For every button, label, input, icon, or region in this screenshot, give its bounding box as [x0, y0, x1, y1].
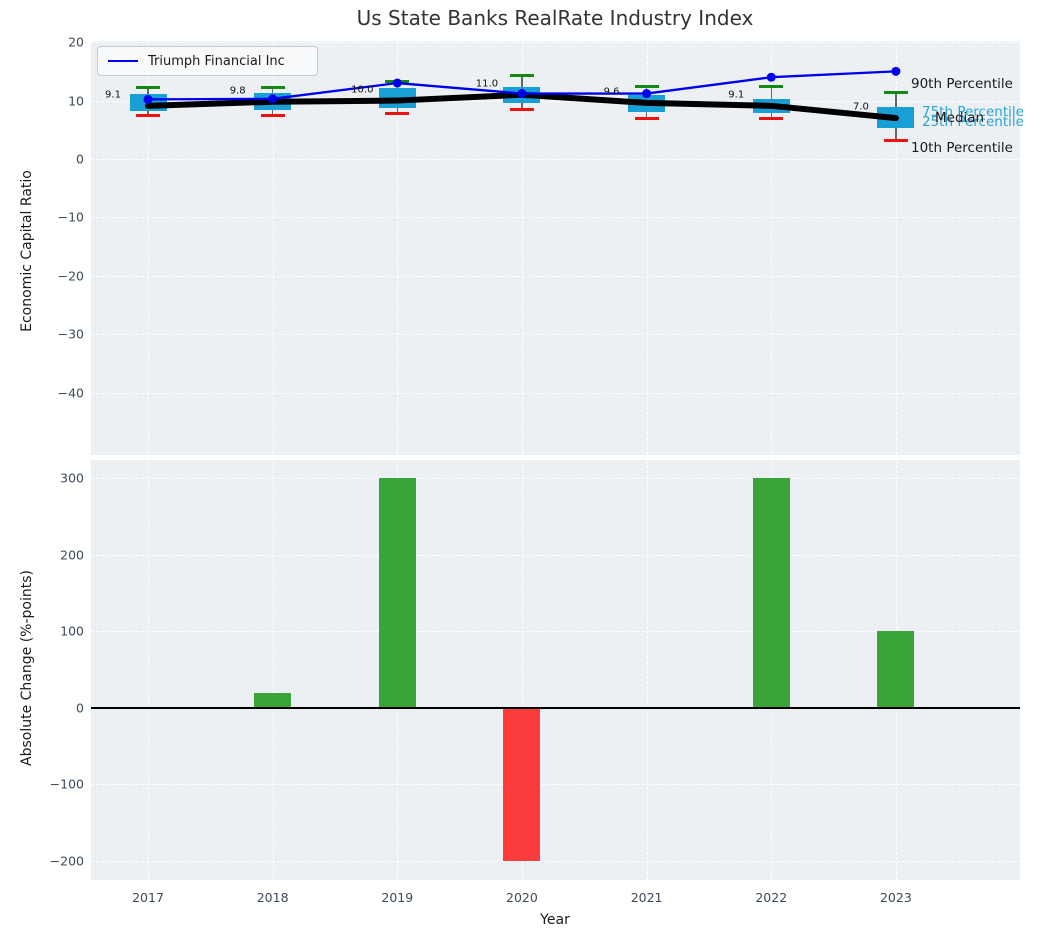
x-tick-label: 2022	[755, 890, 787, 905]
boxplot-box	[877, 107, 914, 128]
gridline	[91, 861, 1020, 862]
whisker-cap-90th	[261, 86, 285, 89]
median-annotation: 10.0	[351, 84, 373, 95]
x-tick-label: 2021	[631, 890, 663, 905]
whisker-cap-90th	[635, 85, 659, 88]
gridline	[91, 334, 1020, 335]
y-tick-label: 10	[0, 93, 84, 108]
gridline	[91, 101, 1020, 102]
gridline	[647, 460, 648, 880]
whisker-cap-10th	[884, 139, 908, 142]
change-bar	[379, 478, 416, 708]
whisker-cap-10th	[385, 112, 409, 115]
median-annotation: 9.1	[105, 89, 121, 100]
legend-label: Triumph Financial Inc	[148, 54, 285, 69]
y-tick-label: −10	[0, 210, 84, 225]
y-tick-label: −100	[0, 777, 84, 792]
y-tick-label: −20	[0, 268, 84, 283]
legend: Triumph Financial Inc	[97, 46, 318, 76]
bottom-plot-area	[91, 460, 1020, 880]
change-bar	[877, 631, 914, 708]
y-tick-label: −30	[0, 327, 84, 342]
whisker-cap-90th	[759, 85, 783, 88]
chart-title: Us State Banks RealRate Industry Index	[0, 6, 1044, 30]
gridline	[273, 460, 274, 880]
x-axis-label: Year	[540, 912, 570, 928]
boxplot-box	[254, 93, 291, 110]
whisker-cap-10th	[759, 117, 783, 120]
boxplot-box	[628, 95, 665, 112]
gridline	[91, 478, 1020, 479]
x-tick-label: 2019	[381, 890, 413, 905]
x-tick-label: 2017	[132, 890, 164, 905]
percentile-label: Median	[935, 110, 984, 126]
median-annotation: 9.6	[604, 86, 620, 97]
gridline	[91, 784, 1020, 785]
boxplot-box	[379, 88, 416, 108]
whisker-cap-10th	[510, 108, 534, 111]
whisker-cap-10th	[635, 117, 659, 120]
whisker-cap-90th	[510, 74, 534, 77]
median-annotation: 11.0	[476, 78, 498, 89]
whisker-cap-10th	[261, 114, 285, 117]
change-bar	[254, 693, 291, 708]
y-tick-label: 300	[0, 471, 84, 486]
whisker-cap-90th	[385, 80, 409, 83]
gridline	[91, 555, 1020, 556]
whisker-cap-10th	[136, 114, 160, 117]
percentile-label: 90th Percentile	[911, 76, 1013, 92]
gridline	[91, 217, 1020, 218]
percentile-label: 10th Percentile	[911, 140, 1013, 156]
boxplot-box	[753, 99, 790, 114]
y-tick-label: −40	[0, 385, 84, 400]
top-plot-area: 9.19.810.011.09.69.17.090th Percentile75…	[91, 41, 1020, 455]
boxplot-box	[503, 87, 540, 104]
whisker-cap-90th	[136, 86, 160, 89]
x-tick-label: 2020	[506, 890, 538, 905]
bottom-y-axis-label: Absolute Change (%-points)	[19, 570, 35, 766]
median-annotation: 7.0	[853, 102, 869, 113]
y-tick-label: 0	[0, 151, 84, 166]
zero-line	[91, 707, 1020, 709]
y-tick-label: 20	[0, 35, 84, 50]
change-bar	[753, 478, 790, 708]
y-tick-label: 100	[0, 624, 84, 639]
whisker-cap-90th	[884, 91, 908, 94]
median-annotation: 9.1	[728, 89, 744, 100]
top-y-axis-label: Economic Capital Ratio	[19, 170, 35, 332]
median-annotation: 9.8	[230, 85, 246, 96]
gridline	[91, 393, 1020, 394]
x-tick-label: 2023	[880, 890, 912, 905]
gridline	[91, 42, 1020, 43]
gridline	[91, 276, 1020, 277]
legend-line-swatch	[108, 60, 138, 62]
y-tick-label: 0	[0, 700, 84, 715]
x-tick-label: 2018	[257, 890, 289, 905]
y-tick-label: 200	[0, 547, 84, 562]
y-tick-label: −200	[0, 853, 84, 868]
change-bar	[503, 708, 540, 861]
gridline	[148, 460, 149, 880]
boxplot-box	[130, 94, 167, 112]
gridline	[91, 159, 1020, 160]
